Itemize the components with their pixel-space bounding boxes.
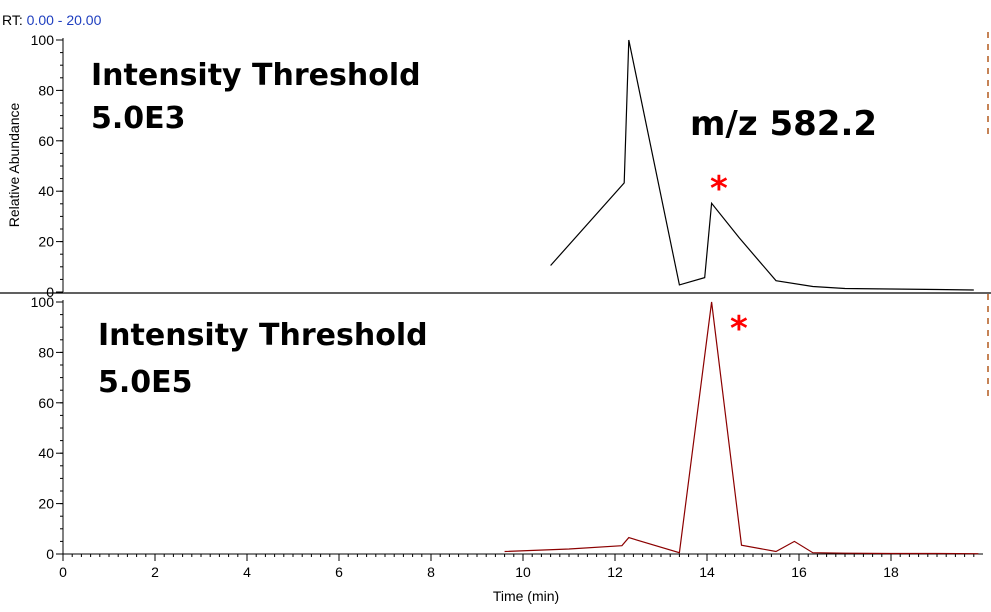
- top-threshold-value: 5.0E3: [91, 101, 186, 136]
- y-tick-label: 20: [38, 234, 54, 250]
- y-tick-label: 80: [38, 82, 54, 98]
- y-tick-label: 0: [46, 546, 54, 562]
- series-line-1: [504, 301, 979, 555]
- y-tick-label: 40: [38, 445, 54, 461]
- x-tick-label: 6: [335, 564, 343, 580]
- x-tick-label: 12: [607, 564, 623, 580]
- x-tick-label: 10: [515, 564, 531, 580]
- x-tick-label: 8: [427, 564, 435, 580]
- rt-readout: RT: 0.00 - 20.00: [2, 12, 101, 28]
- rt-range: 0.00 - 20.00: [26, 12, 102, 28]
- y-tick-label: 20: [38, 496, 54, 512]
- x-tick-label: 2: [151, 564, 159, 580]
- x-tick-label: 16: [791, 564, 807, 580]
- y-tick-label: 0: [46, 284, 54, 300]
- series-line-0: [550, 39, 974, 291]
- mz-label: m/z 582.2: [690, 104, 877, 144]
- y-tick-label: 80: [38, 344, 54, 360]
- traces-group: [504, 39, 979, 555]
- top-peak-marker: *: [710, 169, 728, 209]
- y-tick-label: 60: [38, 133, 54, 149]
- bottom-threshold-value: 5.0E5: [98, 365, 193, 400]
- x-tick-label: 4: [243, 564, 251, 580]
- y-axis-title: Relative Abundance: [6, 103, 22, 228]
- bottom-peak-marker: *: [730, 309, 748, 349]
- x-axis-title: Time (min): [493, 588, 559, 604]
- bottom-threshold-label: Intensity Threshold: [98, 318, 428, 353]
- x-tick-label: 18: [883, 564, 899, 580]
- x-tick-label: 14: [699, 564, 715, 580]
- x-tick-label: 0: [59, 564, 67, 580]
- y-tick-label: 100: [31, 32, 55, 48]
- y-tick-label: 60: [38, 395, 54, 411]
- y-tick-label: 100: [31, 294, 55, 310]
- y-tick-label: 40: [38, 183, 54, 199]
- rt-prefix: RT:: [2, 12, 23, 28]
- top-threshold-label: Intensity Threshold: [91, 58, 421, 93]
